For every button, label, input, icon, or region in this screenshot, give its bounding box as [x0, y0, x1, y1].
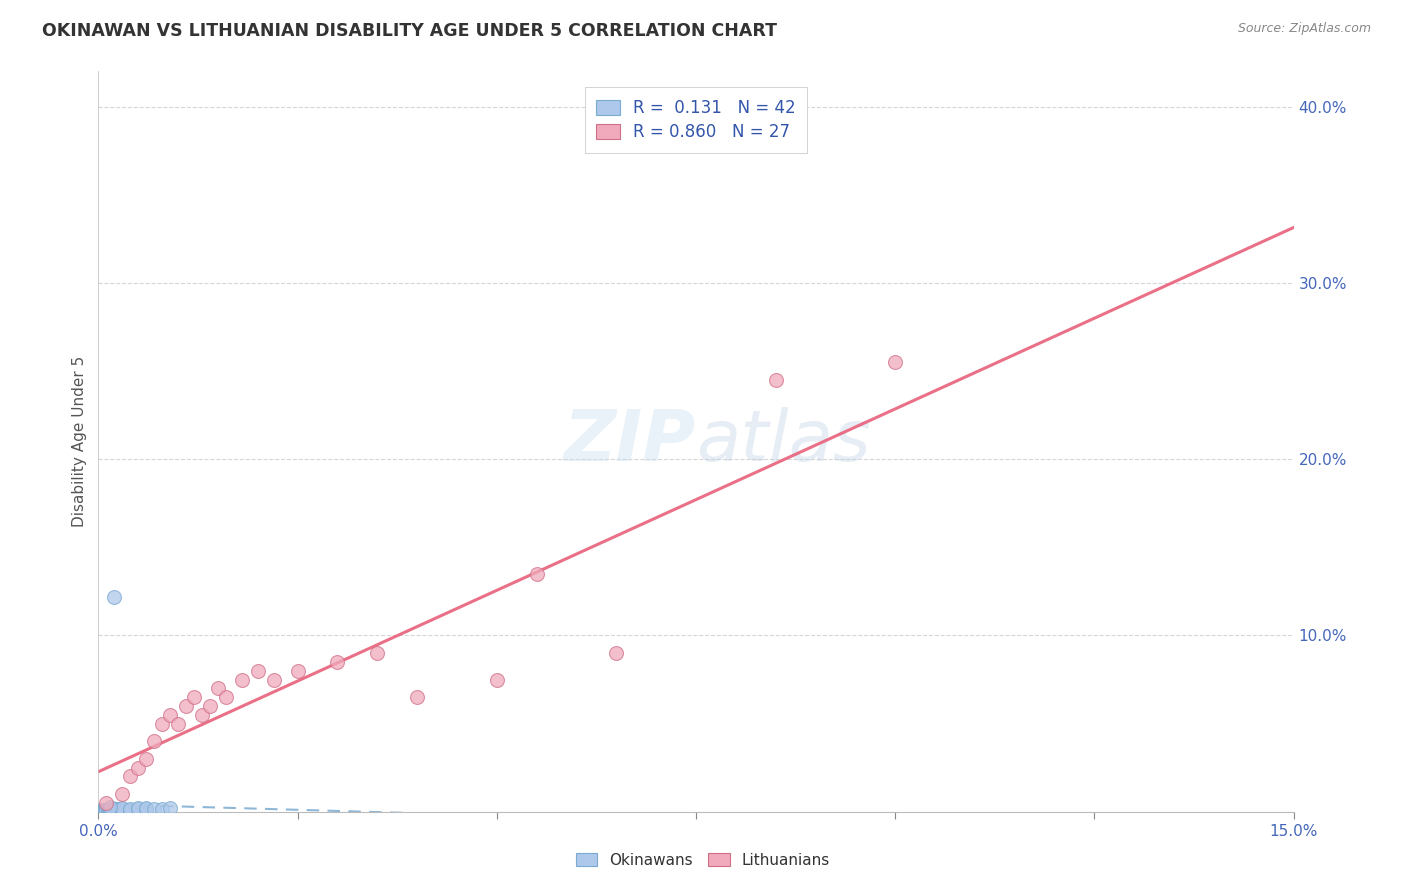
Text: ZIP: ZIP: [564, 407, 696, 476]
Point: [366, 646, 388, 660]
Point: [143, 734, 166, 748]
Y-axis label: Disability Age Under 5: Disability Age Under 5: [72, 356, 87, 527]
Point: [120, 803, 142, 817]
Point: [765, 373, 787, 387]
Text: atlas: atlas: [696, 407, 870, 476]
Point: [150, 801, 173, 815]
Point: [127, 802, 149, 816]
Point: [287, 664, 309, 678]
Point: [111, 787, 134, 801]
Point: [159, 801, 181, 815]
Point: [120, 769, 142, 783]
Point: [191, 707, 214, 722]
Point: [159, 707, 181, 722]
Point: [406, 690, 429, 705]
Text: OKINAWAN VS LITHUANIAN DISABILITY AGE UNDER 5 CORRELATION CHART: OKINAWAN VS LITHUANIAN DISABILITY AGE UN…: [42, 22, 778, 40]
Point: [605, 646, 627, 660]
Point: [97, 804, 120, 818]
Point: [104, 803, 127, 817]
Point: [97, 803, 120, 817]
Point: [111, 802, 134, 816]
Point: [167, 716, 190, 731]
Point: [884, 355, 907, 369]
Point: [150, 716, 173, 731]
Point: [96, 796, 118, 810]
Point: [127, 801, 149, 815]
Point: [135, 752, 157, 766]
Point: [90, 804, 112, 818]
Point: [96, 803, 118, 817]
Point: [526, 566, 548, 581]
Point: [215, 690, 238, 705]
Point: [101, 803, 124, 817]
Point: [89, 805, 111, 819]
Point: [143, 802, 166, 816]
Point: [207, 681, 229, 696]
Point: [103, 801, 125, 815]
Point: [127, 761, 149, 775]
Point: [103, 803, 125, 817]
Point: [98, 803, 122, 817]
Point: [98, 803, 121, 817]
Text: Source: ZipAtlas.com: Source: ZipAtlas.com: [1237, 22, 1371, 36]
Point: [111, 803, 134, 817]
Point: [103, 590, 125, 604]
Point: [93, 804, 115, 818]
Point: [96, 803, 118, 817]
Point: [104, 802, 127, 816]
Point: [94, 804, 117, 818]
Point: [111, 801, 134, 815]
Point: [94, 804, 117, 818]
Point: [135, 802, 157, 816]
Point: [98, 804, 122, 818]
Point: [91, 804, 114, 818]
Legend: Okinawans, Lithuanians: Okinawans, Lithuanians: [568, 845, 838, 875]
Point: [98, 800, 122, 814]
Point: [263, 673, 285, 687]
Point: [107, 803, 129, 817]
Point: [96, 804, 118, 818]
Point: [98, 802, 122, 816]
Point: [103, 802, 125, 816]
Point: [101, 803, 124, 817]
Point: [97, 803, 120, 817]
Point: [326, 655, 349, 669]
Point: [231, 673, 253, 687]
Point: [198, 698, 221, 713]
Point: [183, 690, 205, 705]
Point: [93, 805, 115, 819]
Point: [174, 698, 197, 713]
Point: [246, 664, 269, 678]
Legend: R =  0.131   N = 42, R = 0.860   N = 27: R = 0.131 N = 42, R = 0.860 N = 27: [585, 87, 807, 153]
Point: [135, 801, 157, 815]
Point: [97, 804, 120, 818]
Point: [91, 804, 114, 818]
Point: [120, 801, 142, 815]
Point: [485, 673, 508, 687]
Point: [107, 802, 129, 816]
